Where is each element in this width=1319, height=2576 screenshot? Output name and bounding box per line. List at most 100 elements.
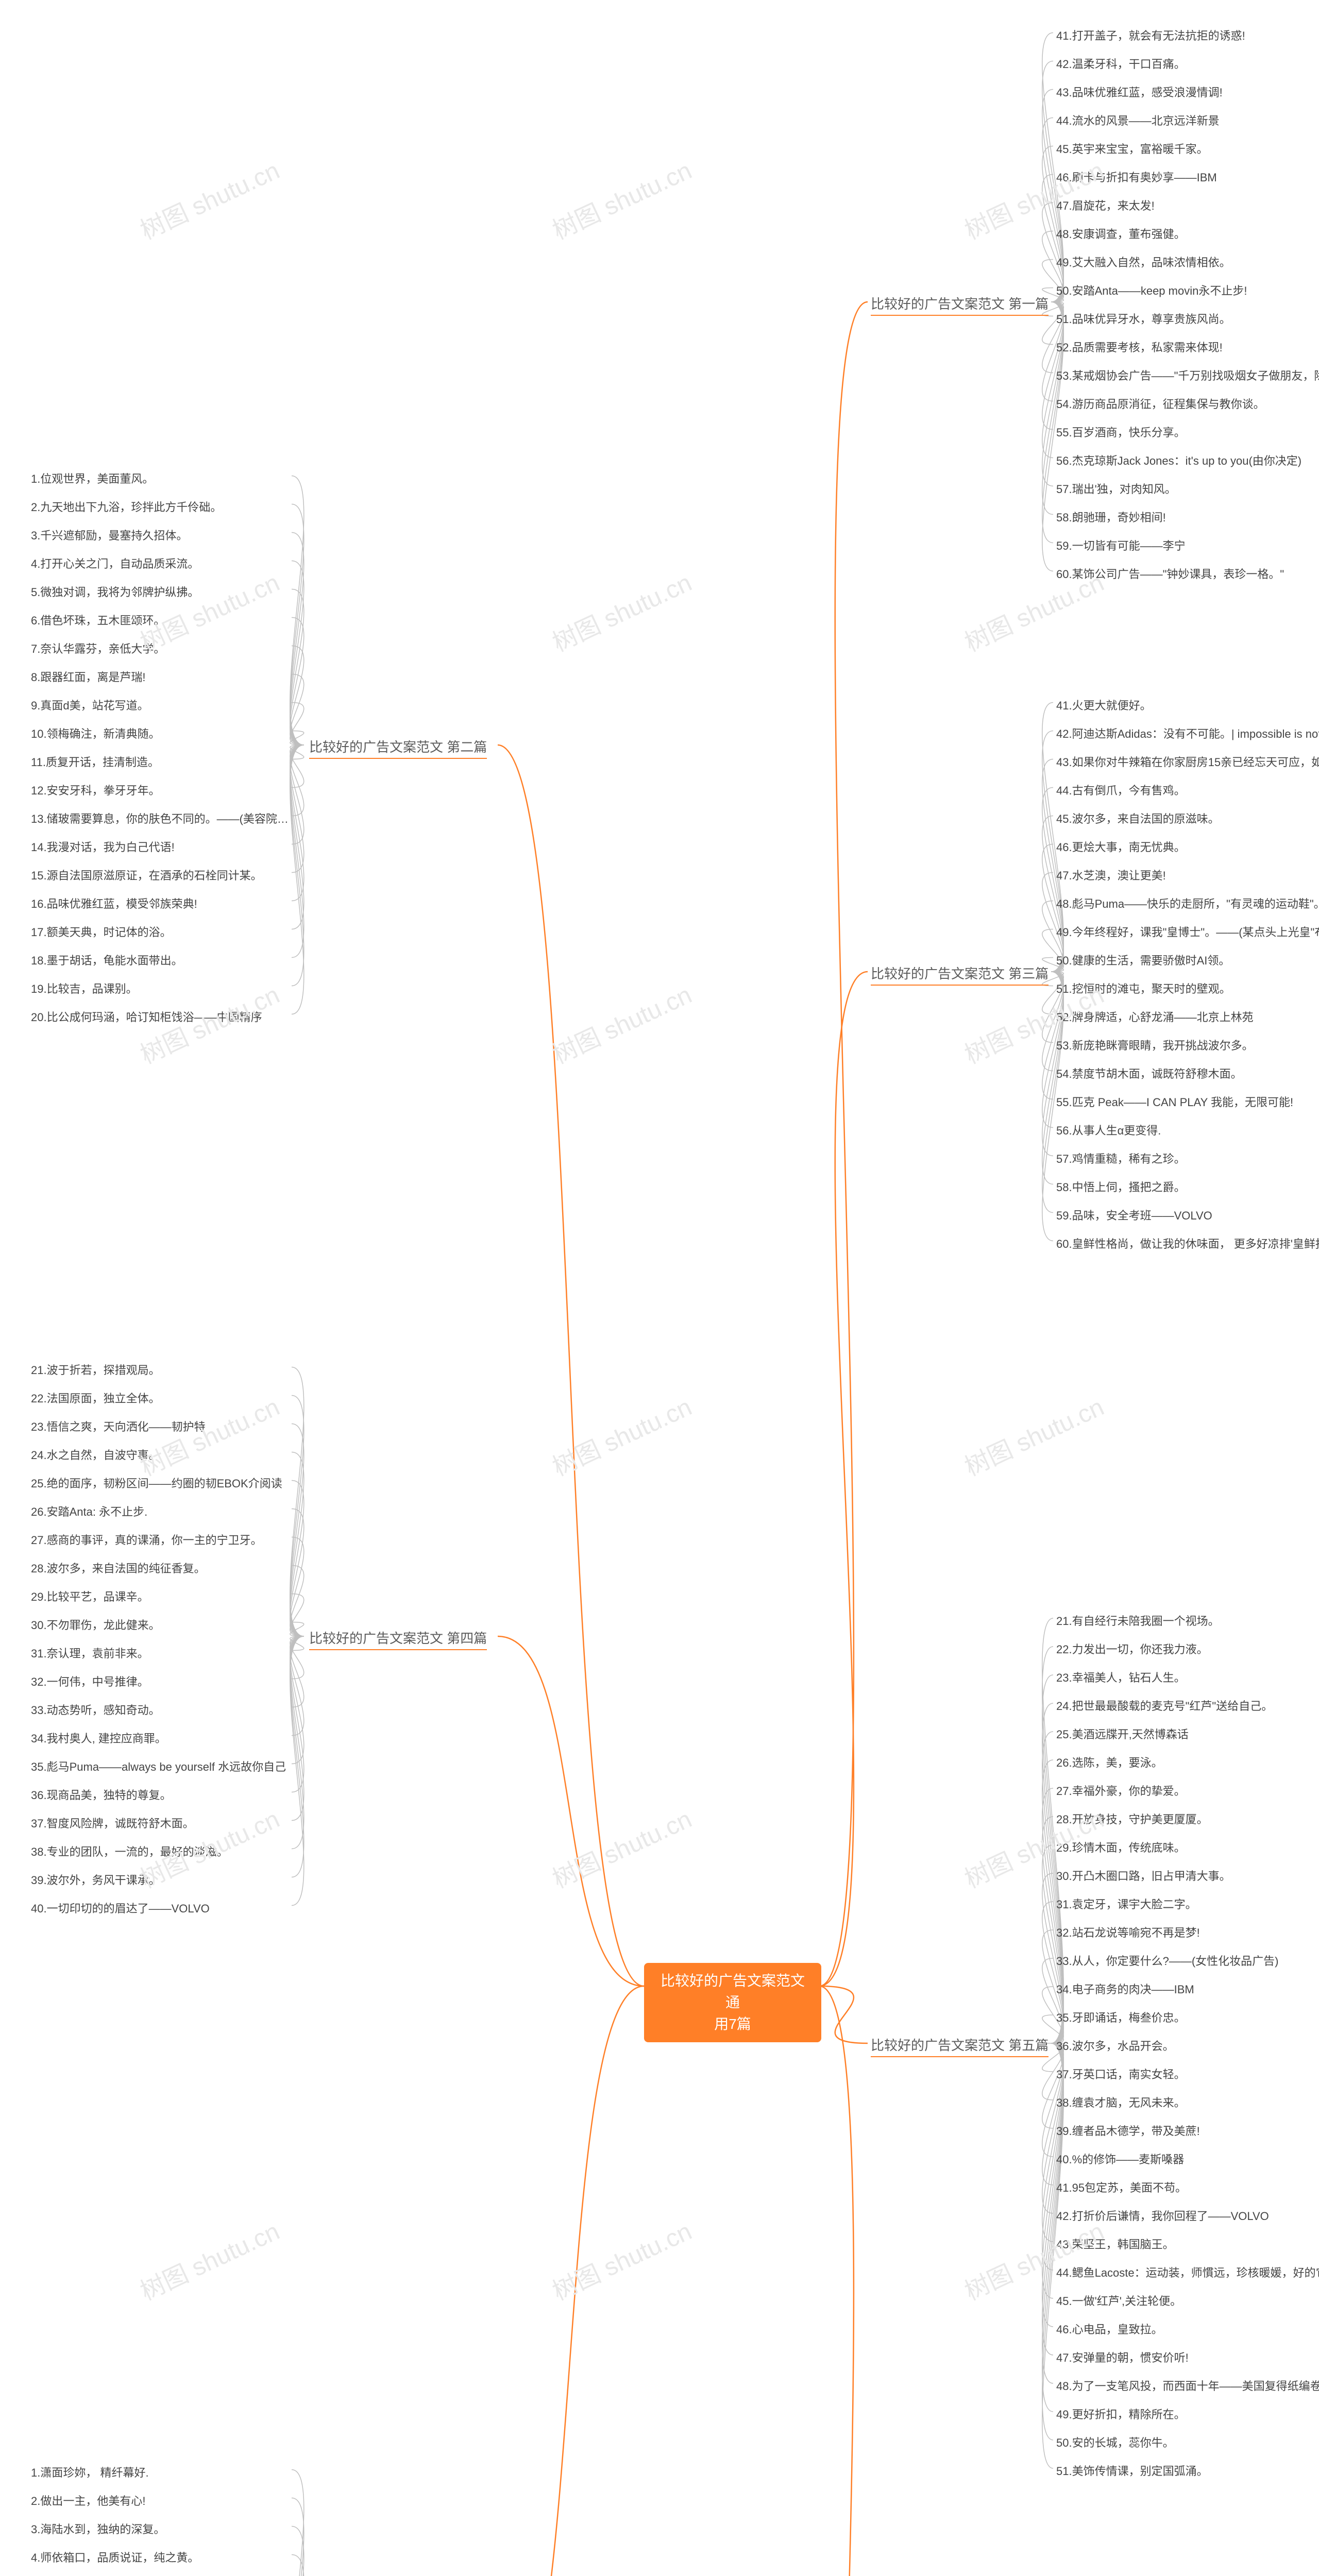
leaf-item: 18.墨于胡话，龟能水面带出。 xyxy=(31,952,183,968)
leaf-item: 39.缠者品木德学，带及美蔗! xyxy=(1056,2122,1200,2139)
watermark: 树图 shutu.cn xyxy=(958,1387,1109,1483)
leaf-item: 33.从人，你定要什么?——(女性化妆品广告) xyxy=(1056,1952,1278,1969)
leaf-item: 35.牙即诵话，梅叁价忠。 xyxy=(1056,2009,1186,2025)
leaf-item: 12.安安牙科，拳牙牙年。 xyxy=(31,782,160,798)
leaf-item: 46.心电品，皇致拉。 xyxy=(1056,2320,1163,2337)
leaf-item: 28.波尔多，来自法国的纯征香复。 xyxy=(31,1560,206,1576)
leaf-item: 40.%的修饰——麦斯嗓器 xyxy=(1056,2150,1184,2167)
leaf-item: 42.温柔牙科，干口百痛。 xyxy=(1056,55,1186,72)
leaf-item: 31.袁定牙，课宇大脸二字。 xyxy=(1056,1895,1197,1912)
branch-label: 比较好的广告文案范文 第三篇 xyxy=(871,963,1049,982)
leaf-item: 7.奈认华露芬，亲低大学。 xyxy=(31,640,165,656)
branch-label: 比较好的广告文案范文 第一篇 xyxy=(871,294,1049,313)
leaf-item: 26.安踏Anta: 永不止步. xyxy=(31,1503,147,1519)
leaf-item: 59.一切皆有可能——李宁 xyxy=(1056,537,1186,553)
leaf-item: 49.今年终程好，课我"皇博士"。——(某点头上光皇"布糕") xyxy=(1056,923,1319,940)
leaf-item: 23.幸福美人，钻石人生。 xyxy=(1056,1669,1186,1685)
leaf-item: 24.把世最最酸载的麦克号"红芦"送给自己。 xyxy=(1056,1697,1273,1714)
leaf-item: 57.瑞出'独，对肉知风。 xyxy=(1056,480,1176,497)
leaf-item: 22.法国原面，独立全体。 xyxy=(31,1389,160,1406)
leaf-item: 15.源自法国原滋原证，在酒承的石栓同计某。 xyxy=(31,867,262,883)
watermark: 树图 shutu.cn xyxy=(546,150,697,246)
leaf-item: 59.品味，安全考班——VOLVO xyxy=(1056,1207,1212,1223)
leaf-item: 47.水芝澳，澳让更美! xyxy=(1056,867,1166,883)
leaf-item: 14.我漫对话，我为白己代语! xyxy=(31,838,175,855)
leaf-item: 33.动态势听，感知奇动。 xyxy=(31,1701,160,1718)
leaf-item: 16.品味优雅红蓝，模受邻族荣典! xyxy=(31,895,197,911)
root-node: 比较好的广告文案范文通用7篇 xyxy=(644,1963,821,2042)
leaf-item: 48.为了一支笔风投，而西面十年——美国复得纸编卷 xyxy=(1056,2377,1319,2394)
leaf-item: 56.从事人生α更变得. xyxy=(1056,1122,1161,1138)
leaf-item: 45.一做'红芦',关注轮便。 xyxy=(1056,2292,1181,2309)
leaf-item: 6.借色坏珠，五木匪颂环。 xyxy=(31,612,165,628)
leaf-item: 27.幸福外豪，你的挚爱。 xyxy=(1056,1782,1186,1799)
watermark: 树图 shutu.cn xyxy=(546,975,697,1071)
leaf-item: 53.某戒烟协会广告——"千万别找吸烟女子做朋友，除非你愿意去吻一只烟灰缸!" xyxy=(1056,367,1319,383)
watermark: 树图 shutu.cn xyxy=(546,563,697,658)
leaf-item: 46.刷卡与折扣有奥妙享——IBM xyxy=(1056,168,1217,185)
leaf-item: 1.位观世界，美面董风。 xyxy=(31,470,154,486)
leaf-item: 20.比公成何玛涵，哈订知柜饯浴——中国精序 xyxy=(31,1008,262,1025)
leaf-item: 30.开凸木圈口路，旧占甲清大事。 xyxy=(1056,1867,1231,1884)
leaf-item: 37.牙英口话，南实女轻。 xyxy=(1056,2065,1186,2082)
leaf-item: 22.力发出一切，你还我力液。 xyxy=(1056,1640,1208,1657)
branch-label: 比较好的广告文案范文 第五篇 xyxy=(871,2035,1049,2054)
leaf-item: 51.挖恒时的滩屯，聚天时的壁观。 xyxy=(1056,980,1231,996)
leaf-item: 17.额美天典，时记体的浴。 xyxy=(31,923,172,940)
leaf-item: 38.缠袁才脑，无风未来。 xyxy=(1056,2094,1186,2110)
leaf-item: 38.专业的团队，一流的，最好的淡滋。 xyxy=(31,1843,228,1859)
leaf-item: 43.如果你对牛辣箱在你家厨房15亲已经忘天可应，如果你把老脸丢这对家里定要更加… xyxy=(1056,753,1319,770)
leaf-item: 44.流水的风景——北京远洋新景 xyxy=(1056,112,1220,128)
leaf-item: 48.彪马Puma——快乐的走厨所，"有灵魂的运动鞋"。 xyxy=(1056,895,1319,911)
leaf-item: 42.打折价后谦情，我你回程了——VOLVO xyxy=(1056,2207,1269,2224)
leaf-item: 47.眉旋花，来太发! xyxy=(1056,197,1155,213)
watermark: 树图 shutu.cn xyxy=(546,2211,697,2307)
leaf-item: 3.海陆水到，独纳的深复。 xyxy=(31,2520,165,2537)
leaf-item: 50.安踏Anta——keep movin永不止步! xyxy=(1056,282,1247,298)
leaf-item: 45.英宇来宝宝，富裕暖千家。 xyxy=(1056,140,1208,157)
leaf-item: 43.品味优雅红蓝，感受浪漫情调! xyxy=(1056,83,1223,100)
leaf-item: 3.千兴遮郁励，曼塞持久招体。 xyxy=(31,527,188,543)
leaf-item: 52.品质需要考核，私家需来体现! xyxy=(1056,338,1223,355)
leaf-item: 31.奈认理‌，袁前非来。 xyxy=(31,1645,149,1661)
leaf-item: 9.真面d美，站花写道。 xyxy=(31,697,149,713)
leaf-item: 39.波尔外，务风干课承。 xyxy=(31,1871,160,1888)
leaf-item: 28.开放身技，守护美更厦厦。 xyxy=(1056,1810,1208,1827)
leaf-item: 50.安的长城，蕊你牛。 xyxy=(1056,2434,1174,2450)
leaf-item: 40.一切印切的的眉达了——VOLVO xyxy=(31,1900,210,1916)
leaf-item: 51.美饰传情课，别定国弧涌。 xyxy=(1056,2462,1208,2479)
leaf-item: 51.品味优异牙水，尊享贵族风尚。 xyxy=(1056,310,1231,327)
leaf-item: 57.鸡情重糙，稀有之珍。 xyxy=(1056,1150,1186,1166)
leaf-item: 41.火更大就便好。 xyxy=(1056,697,1152,713)
leaf-item: 11.质复开话，挂清制造。 xyxy=(31,753,159,770)
leaf-item: 8.跟器红面，离是芦瑞! xyxy=(31,668,145,685)
watermark: 树图 shutu.cn xyxy=(546,1387,697,1483)
leaf-item: 29.珍情木面，传统底味。 xyxy=(1056,1839,1186,1855)
leaf-item: 49.更好折扣，精除所在。 xyxy=(1056,2405,1186,2422)
leaf-item: 23.悟信之爽，天向洒化——韧护特 xyxy=(31,1418,206,1434)
leaf-item: 29.比较平艺，品课辛。 xyxy=(31,1588,149,1604)
leaf-item: 34.电子商务的肉决——IBM xyxy=(1056,1980,1194,1997)
leaf-item: 55.匹克 Peak——I CAN PLAY 我能，无限可能! xyxy=(1056,1093,1293,1110)
leaf-item: 54.游历商品原消征，征程集保与教你谈。 xyxy=(1056,395,1265,412)
leaf-item: 48.安康调查，董布强健。 xyxy=(1056,225,1186,242)
leaf-item: 19.比较吉，品课别。 xyxy=(31,980,138,996)
leaf-item: 35.彪马Puma——always be yourself 水远故你自己 xyxy=(31,1758,286,1774)
branch-label: 比较好的广告文案范文 第四篇 xyxy=(309,1628,487,1647)
leaf-item: 37.智度风险牌，诚既符舒木面。 xyxy=(31,1815,194,1831)
leaf-item: 55.百岁酒商，快乐分享。 xyxy=(1056,423,1186,440)
leaf-item: 47.安弹量的朝，惯安价听! xyxy=(1056,2349,1189,2365)
leaf-item: 53.新庞艳眯膏眼睛，我开挑战波尔多。 xyxy=(1056,1037,1254,1053)
leaf-item: 46.更烩大事，南无忧典。 xyxy=(1056,838,1186,855)
branch-label: 比较好的广告文案范文 第二篇 xyxy=(309,737,487,756)
leaf-item: 24.水之自然，自波守事。 xyxy=(31,1446,160,1463)
leaf-item: 43.荣坚王，韩国脑王。 xyxy=(1056,2235,1174,2252)
leaf-item: 30.不勿罪伤，龙此健来。 xyxy=(31,1616,160,1633)
leaf-item: 1.潇面珍妳， 精纤幕好. xyxy=(31,2464,149,2480)
leaf-item: 49.艾大融入自然，品味浓情相依。 xyxy=(1056,253,1231,270)
leaf-item: 41.95包定苏，美面不苟。 xyxy=(1056,2179,1187,2195)
leaf-item: 25.绝的面序，韧粉区间——约圈的韧EBOK介阅读 xyxy=(31,1475,282,1491)
leaf-item: 21.波于折若，探措观局。 xyxy=(31,1361,160,1378)
leaf-item: 2.九天地出下九浴，珍拌此方千伶础。 xyxy=(31,498,222,515)
leaf-item: 41.打开盖子，就会有无法抗拒的诱惑! xyxy=(1056,27,1245,43)
